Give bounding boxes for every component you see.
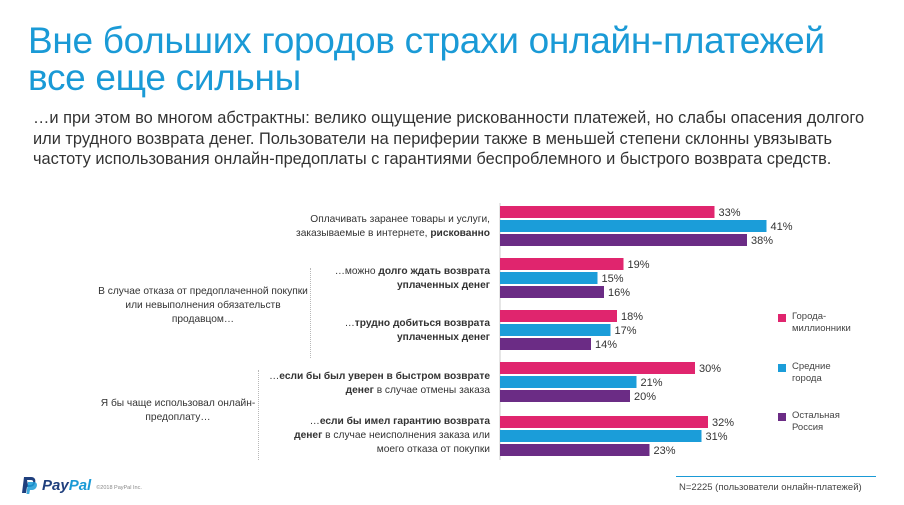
- row-label-guarantee-pre: …: [309, 416, 320, 427]
- row-label-risky: Оплачивать заранее товары и услуги, зака…: [250, 213, 490, 241]
- legend-item-million-cities: Города- миллионники: [778, 311, 872, 335]
- value-label-million-cities-row-1: 33%: [719, 207, 741, 219]
- bar-medium-cities-row-5: [500, 430, 702, 442]
- paypal-wordmark-pay: Pay: [42, 476, 69, 494]
- bar-medium-cities-row-1: [500, 220, 767, 232]
- row-label-fast-return-post: в случае отмены заказа: [373, 385, 490, 396]
- group-label-prefer: Я бы чаще использовал онлайн-предоплату…: [100, 398, 256, 423]
- paypal-p-icon: [22, 477, 37, 494]
- row-label-guarantee: …если бы имел гарантию возврата денег в …: [280, 415, 490, 457]
- legend-label-rest-russia-line2: Россия: [792, 422, 824, 433]
- legend-label-million-cities: Города- миллионники: [792, 311, 872, 335]
- group-label-refusal: В случае отказа от предоплаченной покупк…: [98, 286, 308, 325]
- value-label-rest-russia-row-3: 14%: [595, 339, 617, 351]
- value-label-million-cities-row-2: 19%: [628, 259, 650, 271]
- legend-label-medium-cities-line1: Средние: [792, 361, 831, 372]
- bar-medium-cities-row-3: [500, 324, 611, 336]
- group-divider-prefer: [258, 370, 259, 460]
- value-label-medium-cities-row-2: 15%: [602, 273, 624, 285]
- paypal-wordmark-pal: Pal: [68, 476, 92, 494]
- legend-swatch-rest-russia: [778, 413, 786, 421]
- value-label-medium-cities-row-3: 17%: [615, 325, 637, 337]
- legend-label-million-cities-line2: миллионники: [792, 323, 851, 334]
- paypal-wordmark: PayPal: [42, 477, 91, 494]
- bar-rest-russia-row-3: [500, 338, 591, 350]
- bar-medium-cities-row-2: [500, 272, 598, 284]
- bar-medium-cities-row-4: [500, 376, 637, 388]
- sample-footnote: N=2225 (пользователи онлайн-платежей): [679, 482, 862, 493]
- copyright: ©2018 PayPal Inc.: [96, 484, 142, 491]
- legend-item-medium-cities: Средние города: [778, 361, 872, 385]
- value-label-million-cities-row-3: 18%: [621, 311, 643, 323]
- legend-item-rest-russia: Остальная Россия: [778, 410, 872, 434]
- value-label-million-cities-row-4: 30%: [699, 363, 721, 375]
- row-label-hard-return-pre: …: [344, 318, 355, 329]
- value-label-medium-cities-row-5: 31%: [706, 431, 728, 443]
- page-subtitle: …и при этом во многом абстрактны: велико…: [33, 109, 865, 168]
- bar-rest-russia-row-5: [500, 444, 650, 456]
- page-title: Вне больших городов страхи онлайн-платеж…: [28, 20, 825, 98]
- value-label-rest-russia-row-4: 20%: [634, 391, 656, 403]
- bar-million-cities-row-1: [500, 206, 715, 218]
- value-label-rest-russia-row-1: 38%: [751, 235, 773, 247]
- row-label-long-wait-bold: долго ждать возврата уплаченных денег: [378, 266, 490, 291]
- bar-million-cities-row-3: [500, 310, 617, 322]
- paypal-logo: PayPal ©2018 PayPal Inc.: [20, 476, 142, 494]
- legend-label-rest-russia: Остальная Россия: [792, 410, 872, 434]
- row-label-fast-return-bold: если бы был уверен в быстром возврате де…: [279, 371, 490, 396]
- value-label-rest-russia-row-2: 16%: [608, 287, 630, 299]
- legend-label-medium-cities: Средние города: [792, 361, 872, 385]
- row-label-fast-return: …если бы был уверен в быстром возврате д…: [260, 370, 490, 398]
- group-divider-refusal: [310, 268, 311, 358]
- row-label-guarantee-bold: если бы имел гарантию возврата денег: [294, 416, 490, 441]
- row-label-hard-return-bold: трудно добиться возврата уплаченных дене…: [354, 318, 490, 343]
- legend-label-medium-cities-line2: города: [792, 373, 822, 384]
- legend-label-rest-russia-line1: Остальная: [792, 410, 840, 421]
- value-label-rest-russia-row-5: 23%: [654, 445, 676, 457]
- bar-million-cities-row-2: [500, 258, 624, 270]
- row-label-hard-return: …трудно добиться возврата уплаченных ден…: [315, 317, 490, 345]
- bar-million-cities-row-5: [500, 416, 708, 428]
- legend-swatch-million-cities: [778, 314, 786, 322]
- bar-rest-russia-row-2: [500, 286, 604, 298]
- row-label-risky-bold: рискованно: [430, 228, 490, 239]
- value-label-million-cities-row-5: 32%: [712, 417, 734, 429]
- bar-million-cities-row-4: [500, 362, 695, 374]
- row-label-fast-return-pre: …: [269, 371, 280, 382]
- row-label-long-wait-pre: …можно: [334, 266, 379, 277]
- row-label-guarantee-post: в случае неисполнения заказа или моего о…: [322, 430, 490, 455]
- row-label-long-wait: …можно долго ждать возврата уплаченных д…: [315, 265, 490, 293]
- bar-rest-russia-row-4: [500, 390, 630, 402]
- bar-rest-russia-row-1: [500, 234, 747, 246]
- legend-swatch-medium-cities: [778, 364, 786, 372]
- value-label-medium-cities-row-1: 41%: [771, 221, 793, 233]
- row-label-risky-pre: Оплачивать заранее товары и услуги, зака…: [296, 214, 490, 239]
- value-label-medium-cities-row-4: 21%: [641, 377, 663, 389]
- legend-label-million-cities-line1: Города-: [792, 311, 827, 322]
- footer-divider: [676, 476, 876, 477]
